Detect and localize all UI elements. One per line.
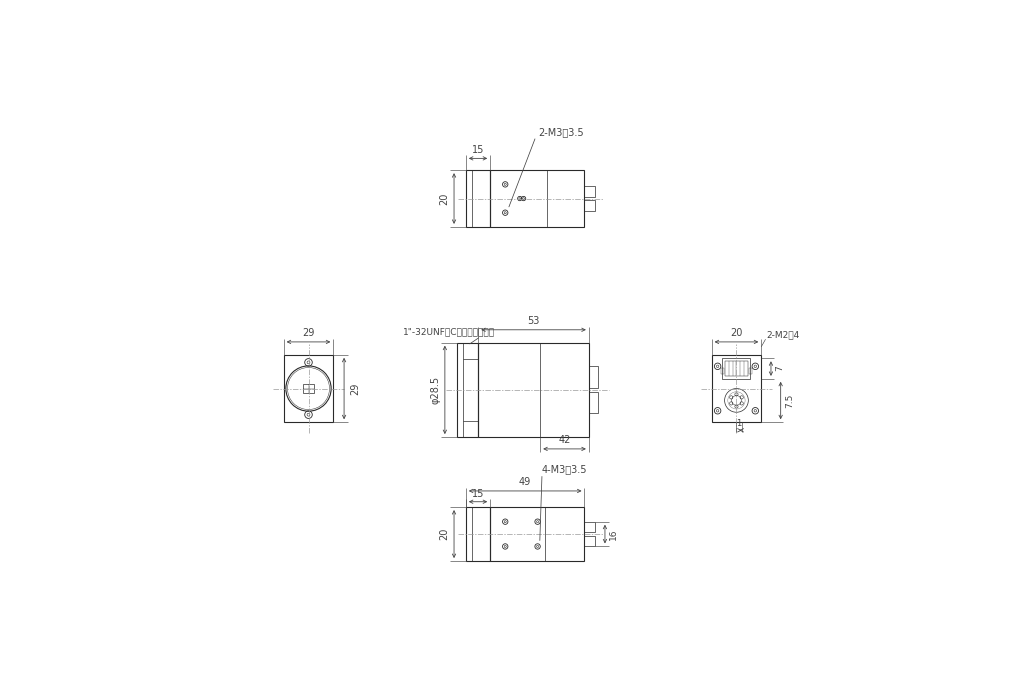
Bar <box>478 343 589 437</box>
Bar <box>589 366 598 388</box>
Bar <box>584 186 595 197</box>
Bar <box>584 522 595 533</box>
Text: 15: 15 <box>472 489 484 499</box>
Text: 1"-32UNF（Cマウントネジ）: 1"-32UNF（Cマウントネジ） <box>403 328 495 337</box>
Text: 15: 15 <box>472 145 484 155</box>
Bar <box>490 170 584 227</box>
Text: 20: 20 <box>730 328 743 338</box>
Text: φ28.5: φ28.5 <box>431 376 441 404</box>
Bar <box>584 536 595 547</box>
Text: 29: 29 <box>350 382 360 395</box>
Bar <box>589 392 598 412</box>
Bar <box>456 343 478 437</box>
Text: 20: 20 <box>440 193 450 204</box>
Bar <box>466 507 490 561</box>
Bar <box>725 361 749 376</box>
Bar <box>721 368 723 374</box>
Text: 20: 20 <box>440 528 450 540</box>
Text: 2-M2深4: 2-M2深4 <box>766 330 800 340</box>
Bar <box>712 355 761 422</box>
Text: 1: 1 <box>736 419 742 428</box>
Bar <box>722 358 751 379</box>
Text: 4-M3深3.5: 4-M3深3.5 <box>542 464 587 474</box>
Text: 53: 53 <box>527 316 540 326</box>
Bar <box>303 384 314 393</box>
Bar <box>283 355 334 422</box>
Text: 7.5: 7.5 <box>785 393 794 407</box>
Text: 2-M3深3.5: 2-M3深3.5 <box>539 127 584 137</box>
Text: 7: 7 <box>776 365 784 372</box>
Bar <box>466 170 490 227</box>
Bar <box>490 507 584 561</box>
Text: 29: 29 <box>303 328 315 338</box>
Bar <box>584 200 595 211</box>
Text: 16: 16 <box>610 528 618 540</box>
Text: 49: 49 <box>519 477 531 487</box>
Bar <box>750 368 752 374</box>
Text: 42: 42 <box>558 435 571 445</box>
